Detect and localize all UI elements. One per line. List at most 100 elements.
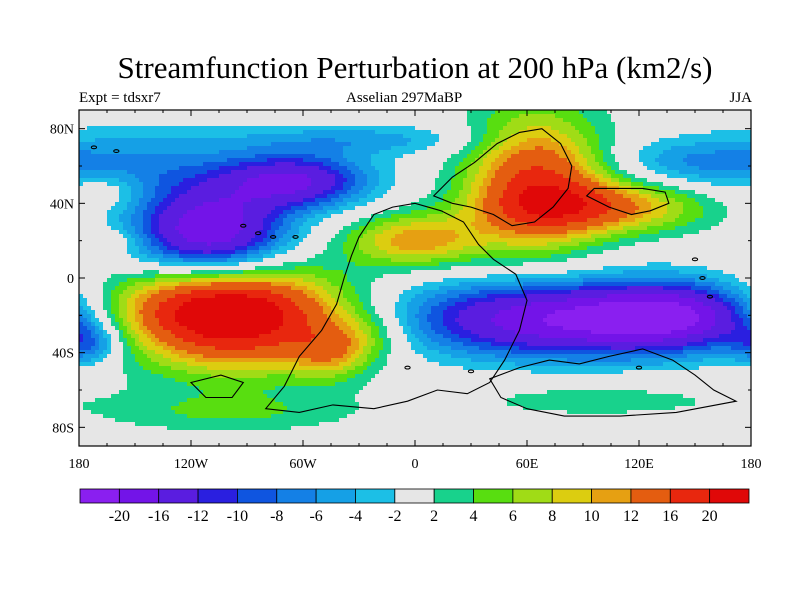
field-cell bbox=[163, 122, 168, 127]
field-cell bbox=[495, 190, 500, 195]
field-cell bbox=[183, 226, 188, 231]
field-cell bbox=[659, 218, 664, 223]
field-cell bbox=[599, 150, 604, 155]
field-cell bbox=[555, 226, 560, 231]
field-cell bbox=[231, 226, 236, 231]
field-cell bbox=[455, 194, 460, 199]
field-cell bbox=[687, 198, 692, 203]
field-cell bbox=[303, 130, 308, 135]
field-cell bbox=[131, 174, 136, 179]
field-cell bbox=[587, 206, 592, 211]
field-cell bbox=[95, 166, 100, 171]
field-cell bbox=[723, 114, 728, 119]
field-cell bbox=[283, 114, 288, 119]
field-cell bbox=[607, 210, 612, 215]
field-cell bbox=[719, 202, 724, 207]
field-cell bbox=[667, 218, 672, 223]
field-cell bbox=[707, 146, 712, 151]
field-cell bbox=[295, 146, 300, 151]
field-cell bbox=[263, 134, 268, 139]
field-cell bbox=[647, 114, 652, 119]
field-cell bbox=[555, 186, 560, 191]
field-cell bbox=[315, 142, 320, 147]
field-cell bbox=[135, 198, 140, 203]
field-cell bbox=[195, 222, 200, 227]
field-cell bbox=[683, 190, 688, 195]
field-cell bbox=[211, 130, 216, 135]
field-cell bbox=[579, 190, 584, 195]
field-cell bbox=[179, 114, 184, 119]
field-cell bbox=[215, 222, 220, 227]
field-cell bbox=[571, 130, 576, 135]
field-cell bbox=[151, 182, 156, 187]
field-cell bbox=[379, 206, 384, 211]
field-cell bbox=[147, 210, 152, 215]
field-cell bbox=[83, 182, 88, 187]
field-cell bbox=[219, 146, 224, 151]
field-cell bbox=[139, 194, 144, 199]
field-cell bbox=[235, 214, 240, 219]
field-cell bbox=[407, 186, 412, 191]
field-cell bbox=[279, 130, 284, 135]
field-cell bbox=[139, 126, 144, 131]
field-cell bbox=[243, 182, 248, 187]
field-cell bbox=[227, 190, 232, 195]
field-cell bbox=[719, 130, 724, 135]
field-cell bbox=[275, 222, 280, 227]
field-cell bbox=[463, 186, 468, 191]
field-cell bbox=[387, 130, 392, 135]
field-cell bbox=[615, 218, 620, 223]
field-cell bbox=[407, 218, 412, 223]
field-cell bbox=[91, 218, 96, 223]
field-cell bbox=[675, 122, 680, 127]
field-cell bbox=[619, 182, 624, 187]
field-cell bbox=[359, 202, 364, 207]
field-cell bbox=[243, 186, 248, 191]
field-cell bbox=[471, 226, 476, 231]
field-cell bbox=[467, 130, 472, 135]
field-cell bbox=[483, 174, 488, 179]
field-cell bbox=[551, 130, 556, 135]
field-cell bbox=[239, 174, 244, 179]
field-cell bbox=[279, 222, 284, 227]
field-cell bbox=[99, 218, 104, 223]
field-cell bbox=[159, 158, 164, 163]
field-cell bbox=[567, 222, 572, 227]
field-cell bbox=[643, 202, 648, 207]
field-cell bbox=[191, 210, 196, 215]
field-cell bbox=[603, 114, 608, 119]
field-cell bbox=[359, 210, 364, 215]
field-cell bbox=[119, 206, 124, 211]
field-cell bbox=[331, 222, 336, 227]
field-cell bbox=[371, 146, 376, 151]
field-cell bbox=[195, 158, 200, 163]
field-cell bbox=[135, 138, 140, 143]
field-cell bbox=[99, 226, 104, 231]
field-cell bbox=[395, 218, 400, 223]
field-cell bbox=[395, 166, 400, 171]
field-cell bbox=[319, 158, 324, 163]
field-cell bbox=[219, 174, 224, 179]
field-cell bbox=[519, 114, 524, 119]
field-cell bbox=[339, 114, 344, 119]
field-cell bbox=[199, 202, 204, 207]
field-cell bbox=[627, 138, 632, 143]
field-cell bbox=[447, 162, 452, 167]
field-cell bbox=[467, 170, 472, 175]
field-cell bbox=[327, 170, 332, 175]
field-cell bbox=[443, 202, 448, 207]
field-cell bbox=[571, 138, 576, 143]
field-cell bbox=[363, 194, 368, 199]
field-cell bbox=[327, 130, 332, 135]
field-cell bbox=[663, 178, 668, 183]
field-cell bbox=[559, 122, 564, 127]
field-cell bbox=[335, 146, 340, 151]
field-cell bbox=[499, 186, 504, 191]
field-cell bbox=[163, 182, 168, 187]
field-cell bbox=[507, 138, 512, 143]
field-cell bbox=[171, 158, 176, 163]
field-cell bbox=[603, 206, 608, 211]
field-cell bbox=[263, 186, 268, 191]
field-cell bbox=[543, 210, 548, 215]
field-cell bbox=[151, 126, 156, 131]
